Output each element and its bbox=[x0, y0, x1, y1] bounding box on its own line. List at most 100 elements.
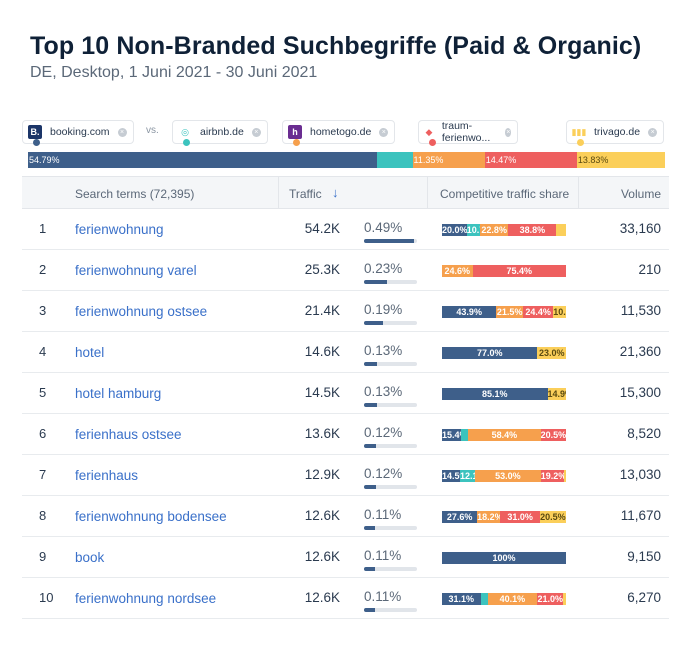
search-volume: 6,270 bbox=[627, 590, 661, 605]
competitive-share-segment: 20.0% bbox=[442, 224, 467, 236]
sort-down-icon[interactable]: ↓ bbox=[332, 185, 339, 200]
search-term-link[interactable]: hotel bbox=[75, 345, 105, 360]
legend-chip-hometogo-de[interactable]: h hometogo.de × bbox=[282, 120, 396, 146]
traffic-percent-bar bbox=[364, 403, 417, 407]
legend-chip-traum-ferienwo-[interactable]: ◆ traum-ferienwo... × bbox=[418, 120, 519, 146]
competitive-share-bar: 43.9%21.5%24.4%10.3% bbox=[442, 306, 566, 318]
row-rank: 10 bbox=[39, 590, 54, 605]
competitive-share-segment: 12.1% bbox=[459, 470, 475, 482]
traffic-percent-bar bbox=[364, 280, 417, 284]
competitive-share-segment: 20.5% bbox=[540, 429, 566, 441]
search-term-link[interactable]: ferienwohnung ostsee bbox=[75, 304, 208, 319]
search-volume: 8,520 bbox=[627, 426, 661, 441]
search-term-link[interactable]: ferienwohnung bodensee bbox=[75, 509, 227, 524]
competitive-share-bar: 14.5%12.1%53.0%19.2% bbox=[442, 470, 566, 482]
search-term-link[interactable]: hotel hamburg bbox=[75, 386, 162, 401]
legend-chip-trivago-de[interactable]: ▮▮▮ trivago.de × bbox=[566, 120, 665, 146]
table-row: 9 book 12.6K 0.11% 100% 9,150 bbox=[22, 537, 669, 578]
traffic-value: 14.5K bbox=[304, 385, 340, 400]
traffic-percent-bar bbox=[364, 362, 417, 366]
competitive-share-segment: 31.1% bbox=[442, 593, 481, 605]
traffic-percent-fill bbox=[364, 403, 378, 407]
traffic-value: 12.6K bbox=[304, 590, 340, 605]
search-volume: 33,160 bbox=[619, 221, 661, 236]
traffic-value: 12.6K bbox=[304, 549, 340, 564]
competitive-share-bar: 27.6% 18.2% 31.0% 20.5% bbox=[442, 511, 566, 523]
remove-icon[interactable]: × bbox=[648, 127, 658, 137]
search-volume: 21,360 bbox=[619, 344, 661, 359]
competitive-share-bar: 31.1% 40.1% 21.0% bbox=[442, 593, 566, 605]
competitive-share-segment: 20.5% bbox=[539, 511, 566, 523]
row-rank: 5 bbox=[39, 385, 47, 400]
competitive-share-segment: 31.0% bbox=[500, 511, 540, 523]
column-volume[interactable]: Volume bbox=[620, 187, 661, 201]
table-row: 10 ferienwohnung nordsee 12.6K 0.11% 31.1% 40… bbox=[22, 578, 669, 619]
series-color-dot bbox=[33, 139, 40, 146]
share-segment: 11.35% bbox=[412, 152, 485, 168]
search-volume: 9,150 bbox=[627, 549, 661, 564]
share-segment: 54.79% bbox=[28, 152, 377, 168]
competitive-share-segment: 24.4% bbox=[523, 306, 554, 318]
competitive-share-bar: 15.4% 58.4%20.5% bbox=[442, 429, 566, 441]
remove-icon[interactable]: × bbox=[505, 127, 512, 137]
search-term-link[interactable]: ferienhaus ostsee bbox=[75, 427, 182, 442]
search-volume: 210 bbox=[638, 262, 661, 277]
search-term-link[interactable]: ferienwohnung varel bbox=[75, 263, 197, 278]
competitive-share-segment: 14.5% bbox=[442, 470, 460, 482]
competitive-share-segment: 10.3% bbox=[553, 306, 566, 318]
traffic-percent-fill bbox=[364, 239, 414, 243]
page-subtitle: DE, Desktop, 1 Juni 2021 - 30 Juni 2021 bbox=[30, 64, 318, 81]
column-divider bbox=[427, 177, 428, 208]
column-search-terms[interactable]: Search terms (72,395) bbox=[75, 187, 195, 201]
traffic-percent-bar bbox=[364, 321, 417, 325]
competitive-share-segment: 77.0% bbox=[442, 347, 538, 359]
competitive-share-segment: 43.9% bbox=[442, 306, 497, 318]
legend-chip-booking-com[interactable]: B. booking.com × bbox=[22, 120, 134, 146]
table-row: 8 ferienwohnung bodensee 12.6K 0.11% 27.6% 18… bbox=[22, 496, 669, 537]
search-term-link[interactable]: ferienwohnung bbox=[75, 222, 164, 237]
competitive-share-bar: 20.0%10.7%22.8%38.8% bbox=[442, 224, 566, 236]
table-row: 3 ferienwohnung ostsee 21.4K 0.19% 43.9% 21.5… bbox=[22, 291, 669, 332]
search-term-link[interactable]: book bbox=[75, 550, 105, 565]
competitive-share-segment: 21.5% bbox=[496, 306, 523, 318]
competitive-share-segment: 23.0% bbox=[537, 347, 566, 359]
row-rank: 6 bbox=[39, 426, 47, 441]
competitive-share-segment: 40.1% bbox=[487, 593, 538, 605]
column-competitive-traffic-share[interactable]: Competitive traffic share bbox=[440, 187, 570, 201]
legend-chip-airbnb-de[interactable]: ◎ airbnb.de × bbox=[172, 120, 268, 146]
traffic-percent: 0.19% bbox=[364, 302, 403, 317]
remove-icon[interactable]: × bbox=[117, 127, 127, 137]
competitive-share-segment: 14.9% bbox=[547, 388, 566, 400]
column-traffic[interactable]: Traffic bbox=[289, 187, 322, 201]
competitive-share-segment bbox=[461, 429, 469, 441]
traffic-percent-fill bbox=[364, 321, 384, 325]
site-logo-icon: B. bbox=[28, 125, 42, 139]
competitive-share-segment: 15.4% bbox=[442, 429, 462, 441]
competitive-share-bar: 77.0% 23.0% bbox=[442, 347, 566, 359]
competitive-share-segment bbox=[480, 593, 488, 605]
legend-chip-label: airbnb.de bbox=[200, 126, 244, 138]
remove-icon[interactable]: × bbox=[379, 127, 389, 137]
competitive-share-segment: 10.7% bbox=[466, 224, 481, 236]
competitive-share-bar: 24.6% 75.4% bbox=[442, 265, 566, 277]
legend-chip-label: booking.com bbox=[50, 126, 110, 138]
search-volume: 15,300 bbox=[619, 385, 661, 400]
competitive-share-segment: 85.1% bbox=[442, 388, 548, 400]
traffic-percent-bar bbox=[364, 526, 417, 530]
competitive-share-bar: 85.1%14.9% bbox=[442, 388, 566, 400]
series-color-dot bbox=[183, 139, 190, 146]
traffic-percent-fill bbox=[364, 280, 388, 284]
series-color-dot bbox=[577, 139, 584, 146]
page-title: Top 10 Non-Branded Suchbegriffe (Paid & … bbox=[30, 32, 642, 60]
search-volume: 13,030 bbox=[619, 467, 661, 482]
legend-chip-label: hometogo.de bbox=[310, 126, 372, 138]
traffic-percent: 0.12% bbox=[364, 425, 403, 440]
share-segment: 14.47% bbox=[484, 152, 577, 168]
traffic-value: 12.6K bbox=[304, 508, 340, 523]
traffic-percent: 0.23% bbox=[364, 261, 403, 276]
remove-icon[interactable]: × bbox=[251, 127, 261, 137]
table-header: Search terms (72,395) Traffic ↓ Competit… bbox=[22, 176, 669, 209]
search-term-link[interactable]: ferienwohnung nordsee bbox=[75, 591, 217, 606]
search-term-link[interactable]: ferienhaus bbox=[75, 468, 139, 483]
competitive-share-segment: 22.8% bbox=[480, 224, 509, 236]
